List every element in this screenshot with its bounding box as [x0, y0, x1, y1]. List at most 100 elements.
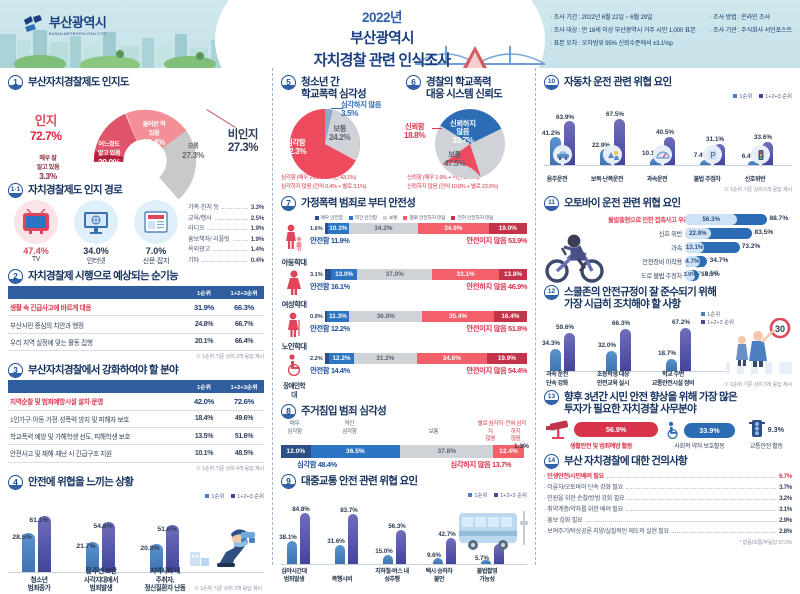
seg-very-unsafe: 19.9%	[486, 353, 528, 364]
invest-item-2: 33.9% 사회적 약자 보호활동	[664, 421, 735, 450]
section-number-1: 1	[8, 75, 23, 90]
stack-row-label: 아동학대	[281, 258, 307, 267]
col-head-blank	[8, 380, 184, 394]
section-10-legend: 1순위 1+2+3 순위	[544, 92, 792, 100]
section-number-12: 12	[544, 285, 559, 300]
bar-category: 폭행시비	[331, 577, 353, 583]
section-13-heading: 13 향후 3년간 시민 안전 향상을 위해 가장 많은 투자가 필요한 자치경찰…	[544, 390, 792, 415]
section-11-heading: 11 오토바이 운전 관련 위협 요인	[544, 196, 792, 211]
col-head-rank1: 1순위	[184, 380, 224, 394]
section-1-title: 부산자치경찰제도 인지도	[28, 76, 129, 88]
seg-somewhat-serious: 36.5%	[310, 444, 401, 458]
bar-rank1	[22, 532, 35, 572]
hbar-rank123-value: 19.9%	[701, 270, 720, 278]
title-city: 부산광역시	[350, 31, 414, 47]
bus-icon	[459, 510, 528, 550]
summary-unsafe: 안전이지 않음 54.4%	[466, 366, 527, 375]
bar-category: 불법촬영 가능성	[476, 568, 498, 584]
section-14-title: 부산 자치경찰에 대한 건의사항	[564, 455, 688, 467]
bar-value: 56.3%	[388, 522, 406, 530]
seg-never-serious-value: 1.3%	[513, 442, 529, 450]
section-9-chart: 38.1% 84.8% 심야시간대 범죄발생 31.6% 83.7% 폭행시비 1…	[279, 499, 528, 585]
stack-row-child: 아동학대 1.6% 10.3% 34.2% 34.9% 19.0%	[281, 223, 527, 267]
legend-unsafe: 별로 안전하지 않음	[403, 214, 446, 221]
seg-unsafe: 34.6%	[416, 353, 487, 364]
seg-safe: 13.0%	[331, 269, 358, 280]
stack-summary: 안전함 11.9% 안전이지 않음 53.9%	[310, 235, 527, 246]
logo-text-ko: 부산광역시	[49, 15, 107, 30]
col-head-rank123: 1+2+3순위	[224, 286, 264, 299]
section-6-heading: 6 경찰의 학교폭력 대응 시스템 신뢰도	[406, 75, 527, 100]
section-number-11: 11	[544, 196, 559, 211]
section-6-footnote: 신뢰함 (매우 1.9% + 약간 16.9%) 신뢰하지 않음 (전혀 10.…	[407, 174, 527, 192]
stack-row-body: 1.6% 10.3% 34.2% 34.9% 19.0% 안전함 11.9% 안…	[310, 223, 527, 246]
section-10-title: 자동차 운전 관련 위협 요인	[564, 76, 672, 88]
footnote-line: 신뢰함 (매우 1.9% + 약간 16.9%)	[407, 175, 480, 181]
svg-text:P: P	[710, 151, 715, 160]
list-item: 가족·친지 등 3.3%	[188, 204, 264, 211]
bar-value: 9.6%	[426, 551, 442, 559]
table-row: 1인가구·아동·가정·성폭력 방지 및 피해자 보호 18.4% 49.6%	[8, 410, 264, 428]
seg-safe: 10.3%	[327, 223, 349, 234]
bar-value: 59.6%	[555, 324, 575, 331]
footnote-line: 신뢰하지 않음 (전혀 10.8% + 별로 23.0%)	[407, 184, 498, 190]
bar-group	[86, 521, 115, 572]
seg-unsafe: 34.9%	[417, 223, 489, 234]
bar-rank123	[446, 537, 456, 564]
bar-group	[666, 328, 691, 371]
bar-category: 청소년 범죄증가	[27, 576, 51, 593]
pie-label-distrust: 신뢰하지 않음 33.7%	[450, 119, 476, 146]
title-year: 2022년	[362, 10, 402, 25]
head-not-serious: 별로 심각하지 않음	[477, 421, 504, 442]
table-row: 우리 지역 실정에 맞는 활동 집행 20.1% 66.4%	[8, 333, 264, 352]
section-4-heading: 4 안전에 위협을 느끼는 상황	[8, 474, 264, 490]
stack-summary: 안전함 14.4% 안전이지 않음 54.4%	[310, 365, 527, 376]
section-4-note: ※ 1순위 기준 상위 3개 응답 제시	[193, 585, 262, 592]
bar-value: 38.1%	[279, 533, 297, 541]
section-10-note: ※ 1순위 기준 상위 5개 응답 제시	[723, 187, 792, 193]
table-row: 안전사고 및 재해·재난 시 긴급구조 지원 10.1% 48.5%	[8, 444, 264, 463]
bar-rank1	[383, 554, 393, 564]
column-right: 10 자동차 운전 관련 위협 요인 1순위 1+2+3 순위 41.2% 63…	[536, 68, 800, 565]
section-1-1-heading: 1-1 자치경찰제도 인지 경로	[8, 183, 264, 198]
bar-group	[481, 543, 504, 564]
list-item: 옥외광고 1.4%	[188, 246, 264, 253]
bar-group	[433, 537, 456, 564]
legend-rank123: 1+2+3 순위	[701, 318, 734, 326]
hbar-row: 돌발출현으로 인한 접촉사고 우려 56.3% 88.7%	[608, 213, 792, 225]
seg-neutral: 36.0%	[349, 311, 423, 322]
busan-city-logo: 부산광역시 BUSAN METROPOLITAN CITY	[22, 12, 107, 36]
section-12-note: ※ 1순위 기준 상위 3개 응답 제시	[723, 382, 792, 388]
segment-label-dark-red: 매우 잘 알고 있음 3.3%	[36, 155, 60, 181]
bar-value: 83.7%	[340, 506, 358, 514]
section-number-4: 4	[8, 474, 23, 490]
section-8-headers: 매우 심각함 약간 심각함 보통 별로 심각하지 않음 전혀 심각하지 않음	[281, 421, 527, 444]
section-14-heading: 14 부산 자치경찰에 대한 건의사항	[544, 454, 792, 469]
section-4-legend: 1순위 1+2+3 순위	[8, 492, 264, 500]
cctv-icon	[546, 420, 569, 439]
illegal-parking-icon: P	[703, 145, 722, 164]
legend-rank123: 1+2+3 순위	[759, 92, 792, 100]
invest-value-1: 56.9%	[574, 421, 659, 437]
seg-very-safe	[324, 269, 332, 280]
crosswalk-illustration: 30	[726, 318, 792, 374]
tv-icon	[14, 200, 58, 244]
unaware-value: 27.3%	[227, 142, 259, 154]
hbar-label: 과속	[671, 244, 682, 252]
section-2-heading: 2 자치경찰제 시행으로 예상되는 순기능	[8, 269, 264, 284]
bar-value: 10.1%	[641, 150, 661, 157]
stack-summary: 안전함 16.1% 안전하지 않음 46.9%	[310, 281, 527, 292]
leader-line	[206, 109, 236, 128]
col-head-rank1: 1순위	[184, 286, 224, 299]
bar-category: 신호위반	[744, 176, 766, 183]
section-6-pie	[435, 109, 505, 179]
bar-rank123	[300, 512, 310, 564]
traffic-light-icon	[748, 420, 765, 437]
hbar-label: 안전장비 미착용	[642, 258, 682, 266]
summary-safe: 안전함 12.2%	[310, 324, 350, 333]
section-2-table: 1순위 1+2+3순위 생활 속 긴급사고에 바르게 대응 31.9% 66.3% …	[8, 286, 264, 352]
bar-rank123	[494, 543, 504, 564]
chart-axis	[281, 563, 527, 565]
hbar-rank123	[685, 227, 753, 239]
